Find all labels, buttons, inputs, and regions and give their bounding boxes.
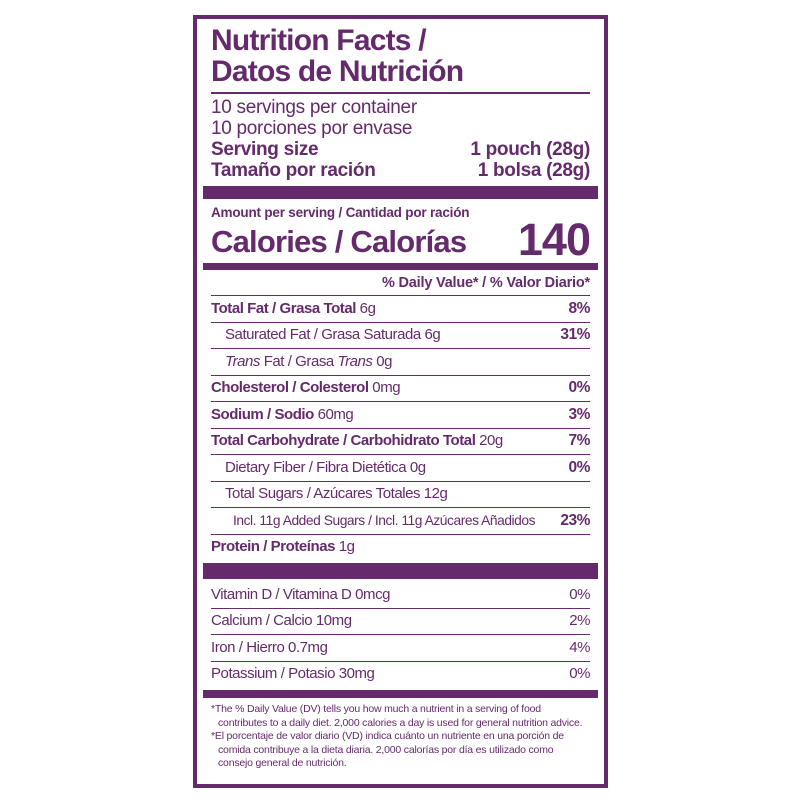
nutrient-dv: 3% [568,405,590,423]
nutrient-label: Saturated Fat / Grasa Saturada 6g [225,326,441,343]
nutrition-label: Nutrition Facts / Datos de Nutrición 10 … [193,15,608,788]
vitamin-rows: Vitamin D / Vitamina D 0mcg 0% Calcium /… [211,582,590,687]
nutrient-row-total-carbohydrate: Total Carbohydrate / Carbohidrato Total … [211,427,590,455]
vitamin-row-potassium: Potassium / Potasio 30mg 0% [211,660,590,688]
nutrient-label: Trans Fat / Grasa Trans 0g [225,352,392,370]
nutrient-row-total-fat: Total Fat / Grasa Total 6g 8% [211,295,590,322]
nutrient-label: Total Sugars / Azúcares Totales 12g [225,485,448,502]
calories-label: Calories / Calorías [211,224,467,259]
title-line-english: Nutrition Facts / [211,24,427,57]
nutrient-rows: Total Fat / Grasa Total 6g 8% Saturated … [211,295,590,560]
servings-per-container-es: 10 porciones por envase [211,117,413,139]
nutrient-label: Dietary Fiber / Fibra Dietética 0g [225,458,426,476]
footnote-english: *The % Daily Value (DV) tells you how mu… [211,703,583,729]
servings-block: 10 servings per container 10 porciones p… [211,97,590,139]
divider-thick-bar-top [203,186,598,199]
divider-medium-bar-footnote [203,690,598,698]
nutrient-label: Cholesterol / Colesterol 0mg [211,379,401,396]
nutrient-label: Sodium / Sodio 60mg [211,405,354,423]
nutrient-dv: 8% [568,299,590,317]
vitamin-label: Iron / Hierro 0.7mg [211,638,328,656]
vitamin-dv: 0% [569,665,590,682]
footnote-spanish: *El porcentaje de valor diario (VD) indi… [211,730,564,769]
serving-size-row-en: Serving size 1 pouch (28g) [211,139,590,160]
vitamin-dv: 2% [569,612,590,629]
vitamin-row-vitamin-d: Vitamin D / Vitamina D 0mcg 0% [211,582,590,608]
serving-size-label-es: Tamaño por ración [211,160,376,181]
title-line-spanish: Datos de Nutrición [211,55,464,88]
nutrient-row-cholesterol: Cholesterol / Colesterol 0mg 0% [211,374,590,402]
divider-thick-bar-protein [203,563,598,579]
nutrient-row-sodium: Sodium / Sodio 60mg 3% [211,401,590,428]
vitamin-label: Vitamin D / Vitamina D 0mcg [211,585,391,603]
nutrient-dv: 23% [560,511,590,529]
nutrient-row-total-sugars: Total Sugars / Azúcares Totales 12g [211,480,590,508]
nutrient-dv: 31% [560,326,590,343]
amount-per-serving-label: Amount per serving / Cantidad por ración [211,205,470,220]
nutrient-label: Total Carbohydrate / Carbohidrato Total … [211,432,503,449]
vitamin-row-iron: Iron / Hierro 0.7mg 4% [211,634,590,661]
nutrient-label: Total Fat / Grasa Total 6g [211,299,376,317]
serving-size-value-en: 1 pouch (28g) [470,139,590,160]
nutrient-row-dietary-fiber: Dietary Fiber / Fibra Dietética 0g 0% [211,454,590,481]
serving-size-label-en: Serving size [211,139,319,160]
nutrient-label: Protein / Proteínas 1g [211,538,355,555]
daily-value-header: % Daily Value* / % Valor Diario* [382,275,590,291]
nutrient-row-saturated-fat: Saturated Fat / Grasa Saturada 6g 31% [211,321,590,349]
nutrient-row-protein: Protein / Proteínas 1g [211,533,590,561]
footnote-block: *The % Daily Value (DV) tells you how mu… [211,703,590,771]
vitamin-dv: 4% [569,638,590,656]
vitamin-label: Calcium / Calcio 10mg [211,612,352,629]
calories-row: Calories / Calorías 140 [211,214,591,265]
servings-per-container-en: 10 servings per container [211,97,417,118]
vitamin-row-calcium: Calcium / Calcio 10mg 2% [211,607,590,635]
nutrient-dv: 0% [568,379,590,396]
nutrient-label: Incl. 11g Added Sugars / Incl. 11g Azúca… [233,512,536,528]
vitamin-dv: 0% [569,585,590,603]
vitamin-label: Potassium / Potasio 30mg [211,665,375,682]
nutrient-dv: 7% [568,432,590,449]
calories-value: 140 [517,214,591,265]
serving-size-row-es: Tamaño por ración 1 bolsa (28g) [211,160,590,181]
nutrient-row-trans-fat: Trans Fat / Grasa Trans 0g [211,348,590,375]
divider-medium-bar-calories [203,263,598,270]
label-title: Nutrition Facts / Datos de Nutrición [211,25,590,94]
serving-size-value-es: 1 bolsa (28g) [477,160,591,181]
nutrient-dv: 0% [568,458,590,476]
nutrient-row-added-sugars: Incl. 11g Added Sugars / Incl. 11g Azúca… [211,507,590,534]
